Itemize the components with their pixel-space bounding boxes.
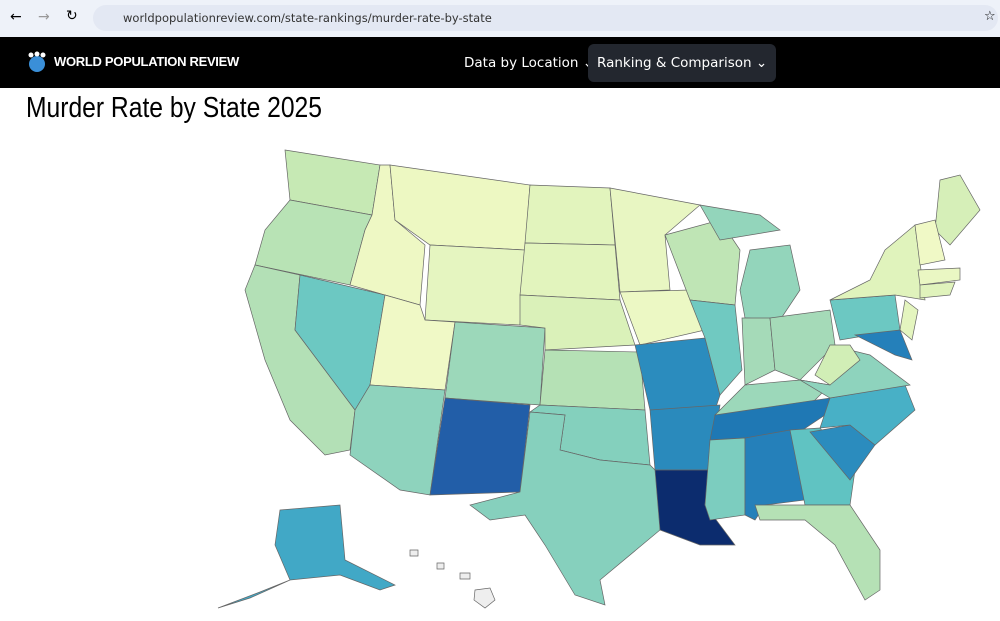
state[interactable] xyxy=(436,562,445,570)
state[interactable] xyxy=(524,184,616,246)
state[interactable] xyxy=(917,267,961,286)
us-map xyxy=(217,149,981,609)
state[interactable] xyxy=(689,299,743,396)
nav-item[interactable]: Data by Location ⌄ xyxy=(464,55,595,71)
state[interactable] xyxy=(473,587,496,609)
state[interactable] xyxy=(699,204,781,241)
address-bar[interactable]: worldpopulationreview.com/state-rankings… xyxy=(93,5,998,31)
state[interactable] xyxy=(739,244,801,321)
site-header: WORLD POPULATION REVIEW Data by Location… xyxy=(0,37,1000,88)
url-text: worldpopulationreview.com/state-rankings… xyxy=(123,11,492,25)
state[interactable] xyxy=(409,549,419,557)
page-title: Murder Rate by State 2025 xyxy=(26,92,322,124)
reload-button[interactable]: ↻ xyxy=(66,8,78,24)
nav-label: Ranking & Comparison xyxy=(597,55,752,71)
brand[interactable]: WORLD POPULATION REVIEW xyxy=(54,54,239,69)
state[interactable] xyxy=(754,504,881,601)
state[interactable] xyxy=(634,337,721,411)
nav-item[interactable]: Ranking & Comparison ⌄ xyxy=(588,44,777,82)
state[interactable] xyxy=(704,437,746,521)
forward-button[interactable]: → xyxy=(38,9,50,25)
state[interactable] xyxy=(444,321,546,406)
state[interactable] xyxy=(934,174,981,246)
bookmark-star[interactable]: ☆ xyxy=(984,9,996,24)
back-button[interactable]: ← xyxy=(10,9,22,25)
state[interactable] xyxy=(914,219,946,266)
state[interactable] xyxy=(539,349,646,411)
state[interactable] xyxy=(469,411,666,606)
logo xyxy=(28,51,46,72)
state[interactable] xyxy=(853,329,913,361)
state[interactable] xyxy=(349,384,446,496)
state[interactable] xyxy=(459,572,471,580)
state[interactable] xyxy=(919,281,956,299)
state[interactable] xyxy=(829,224,926,301)
state[interactable] xyxy=(519,242,621,301)
state[interactable] xyxy=(741,317,776,386)
state[interactable] xyxy=(424,244,526,326)
browser-bar: ← → ↻ worldpopulationreview.com/state-ra… xyxy=(0,0,1000,37)
state[interactable] xyxy=(429,397,531,496)
state[interactable] xyxy=(274,504,396,591)
state[interactable] xyxy=(609,187,701,293)
state[interactable] xyxy=(769,309,836,381)
state[interactable] xyxy=(899,299,919,341)
state[interactable] xyxy=(814,344,861,386)
nav-label: Data by Location xyxy=(464,55,579,71)
state[interactable] xyxy=(789,427,856,506)
state[interactable] xyxy=(217,579,291,609)
